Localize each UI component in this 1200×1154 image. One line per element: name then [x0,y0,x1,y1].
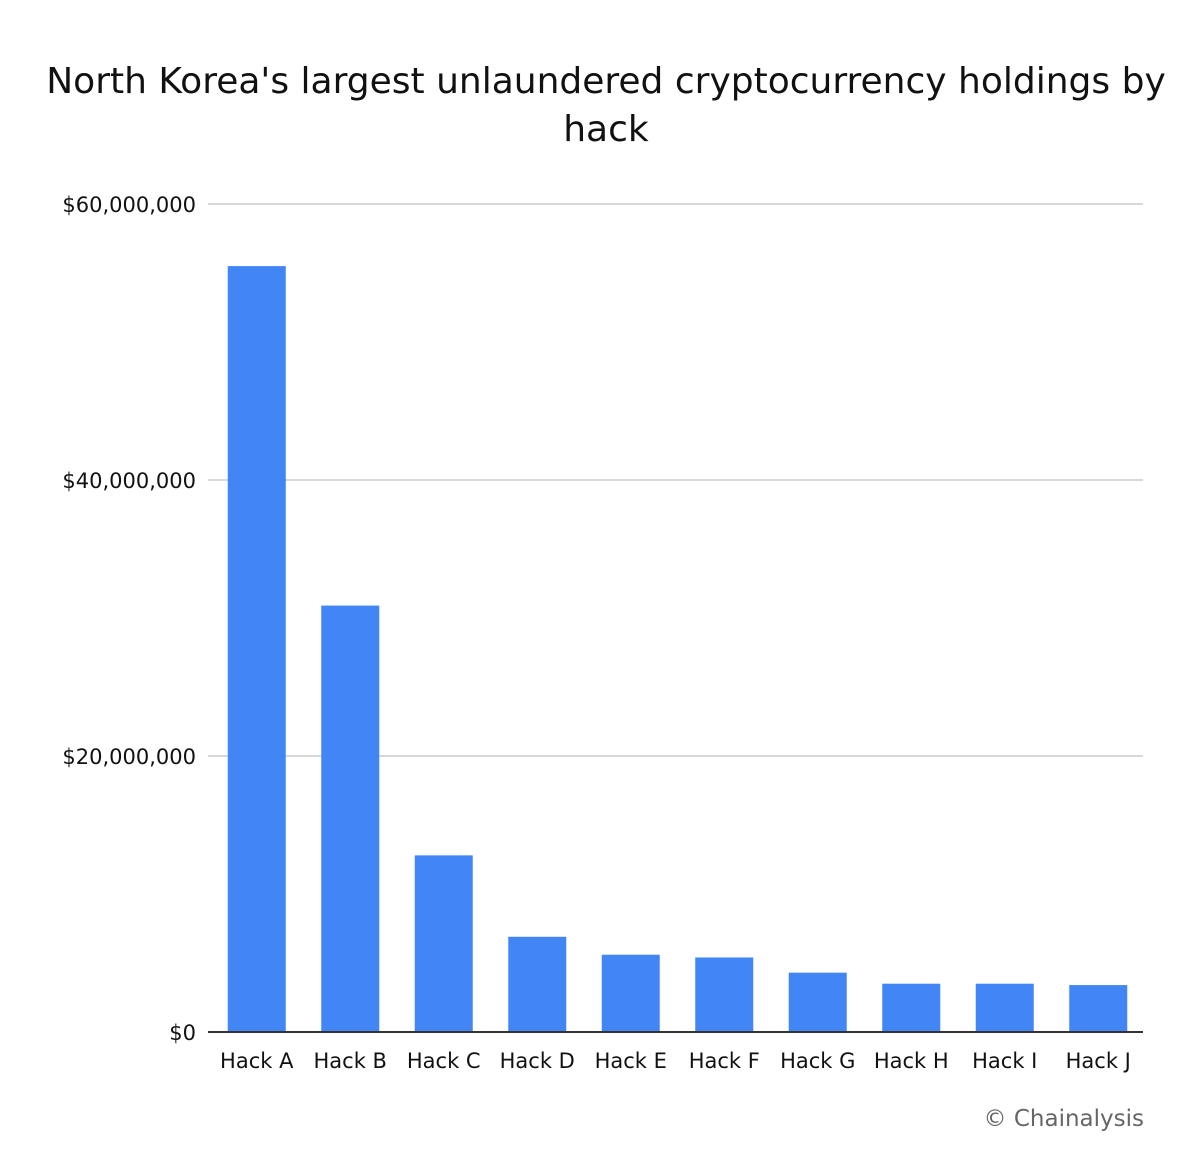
bar-hack-h [882,983,941,1032]
x-tick-label: Hack F [689,1049,760,1073]
y-tick-label: $60,000,000 [62,193,196,217]
chainalysis-credit: © Chainalysis [983,1106,1144,1132]
bar-hack-b [321,605,380,1032]
x-tick-label: Hack J [1066,1049,1131,1073]
x-tick-label: Hack A [220,1049,294,1073]
bar-hack-c [414,855,473,1032]
y-tick-label: $40,000,000 [62,469,196,493]
bar-hack-d [508,936,567,1032]
x-tick-label: Hack H [874,1049,949,1073]
x-tick-label: Hack I [972,1049,1037,1073]
x-tick-label: Hack C [407,1049,481,1073]
x-tick-label: Hack E [595,1049,667,1073]
bars [227,266,1128,1033]
y-tick-label: $0 [169,1021,196,1045]
x-tick-label: Hack B [314,1049,387,1073]
y-axis-tick-labels: $0 $20,000,000 $40,000,000 $60,000,000 [62,193,196,1045]
bar-hack-j [1069,985,1128,1032]
bar-hack-e [601,954,660,1032]
bar-hack-g [788,972,847,1032]
bar-hack-i [975,983,1034,1032]
y-tick-label: $20,000,000 [62,745,196,769]
x-axis-tick-labels: Hack A Hack B Hack C Hack D Hack E Hack F Hack… [220,1049,1131,1073]
x-tick-label: Hack D [500,1049,575,1073]
x-tick-label: Hack G [780,1049,855,1073]
bar-hack-a [227,266,286,1033]
chart-title: North Korea's largest unlaundered crypto… [46,61,1166,150]
bar-hack-f [695,957,754,1032]
